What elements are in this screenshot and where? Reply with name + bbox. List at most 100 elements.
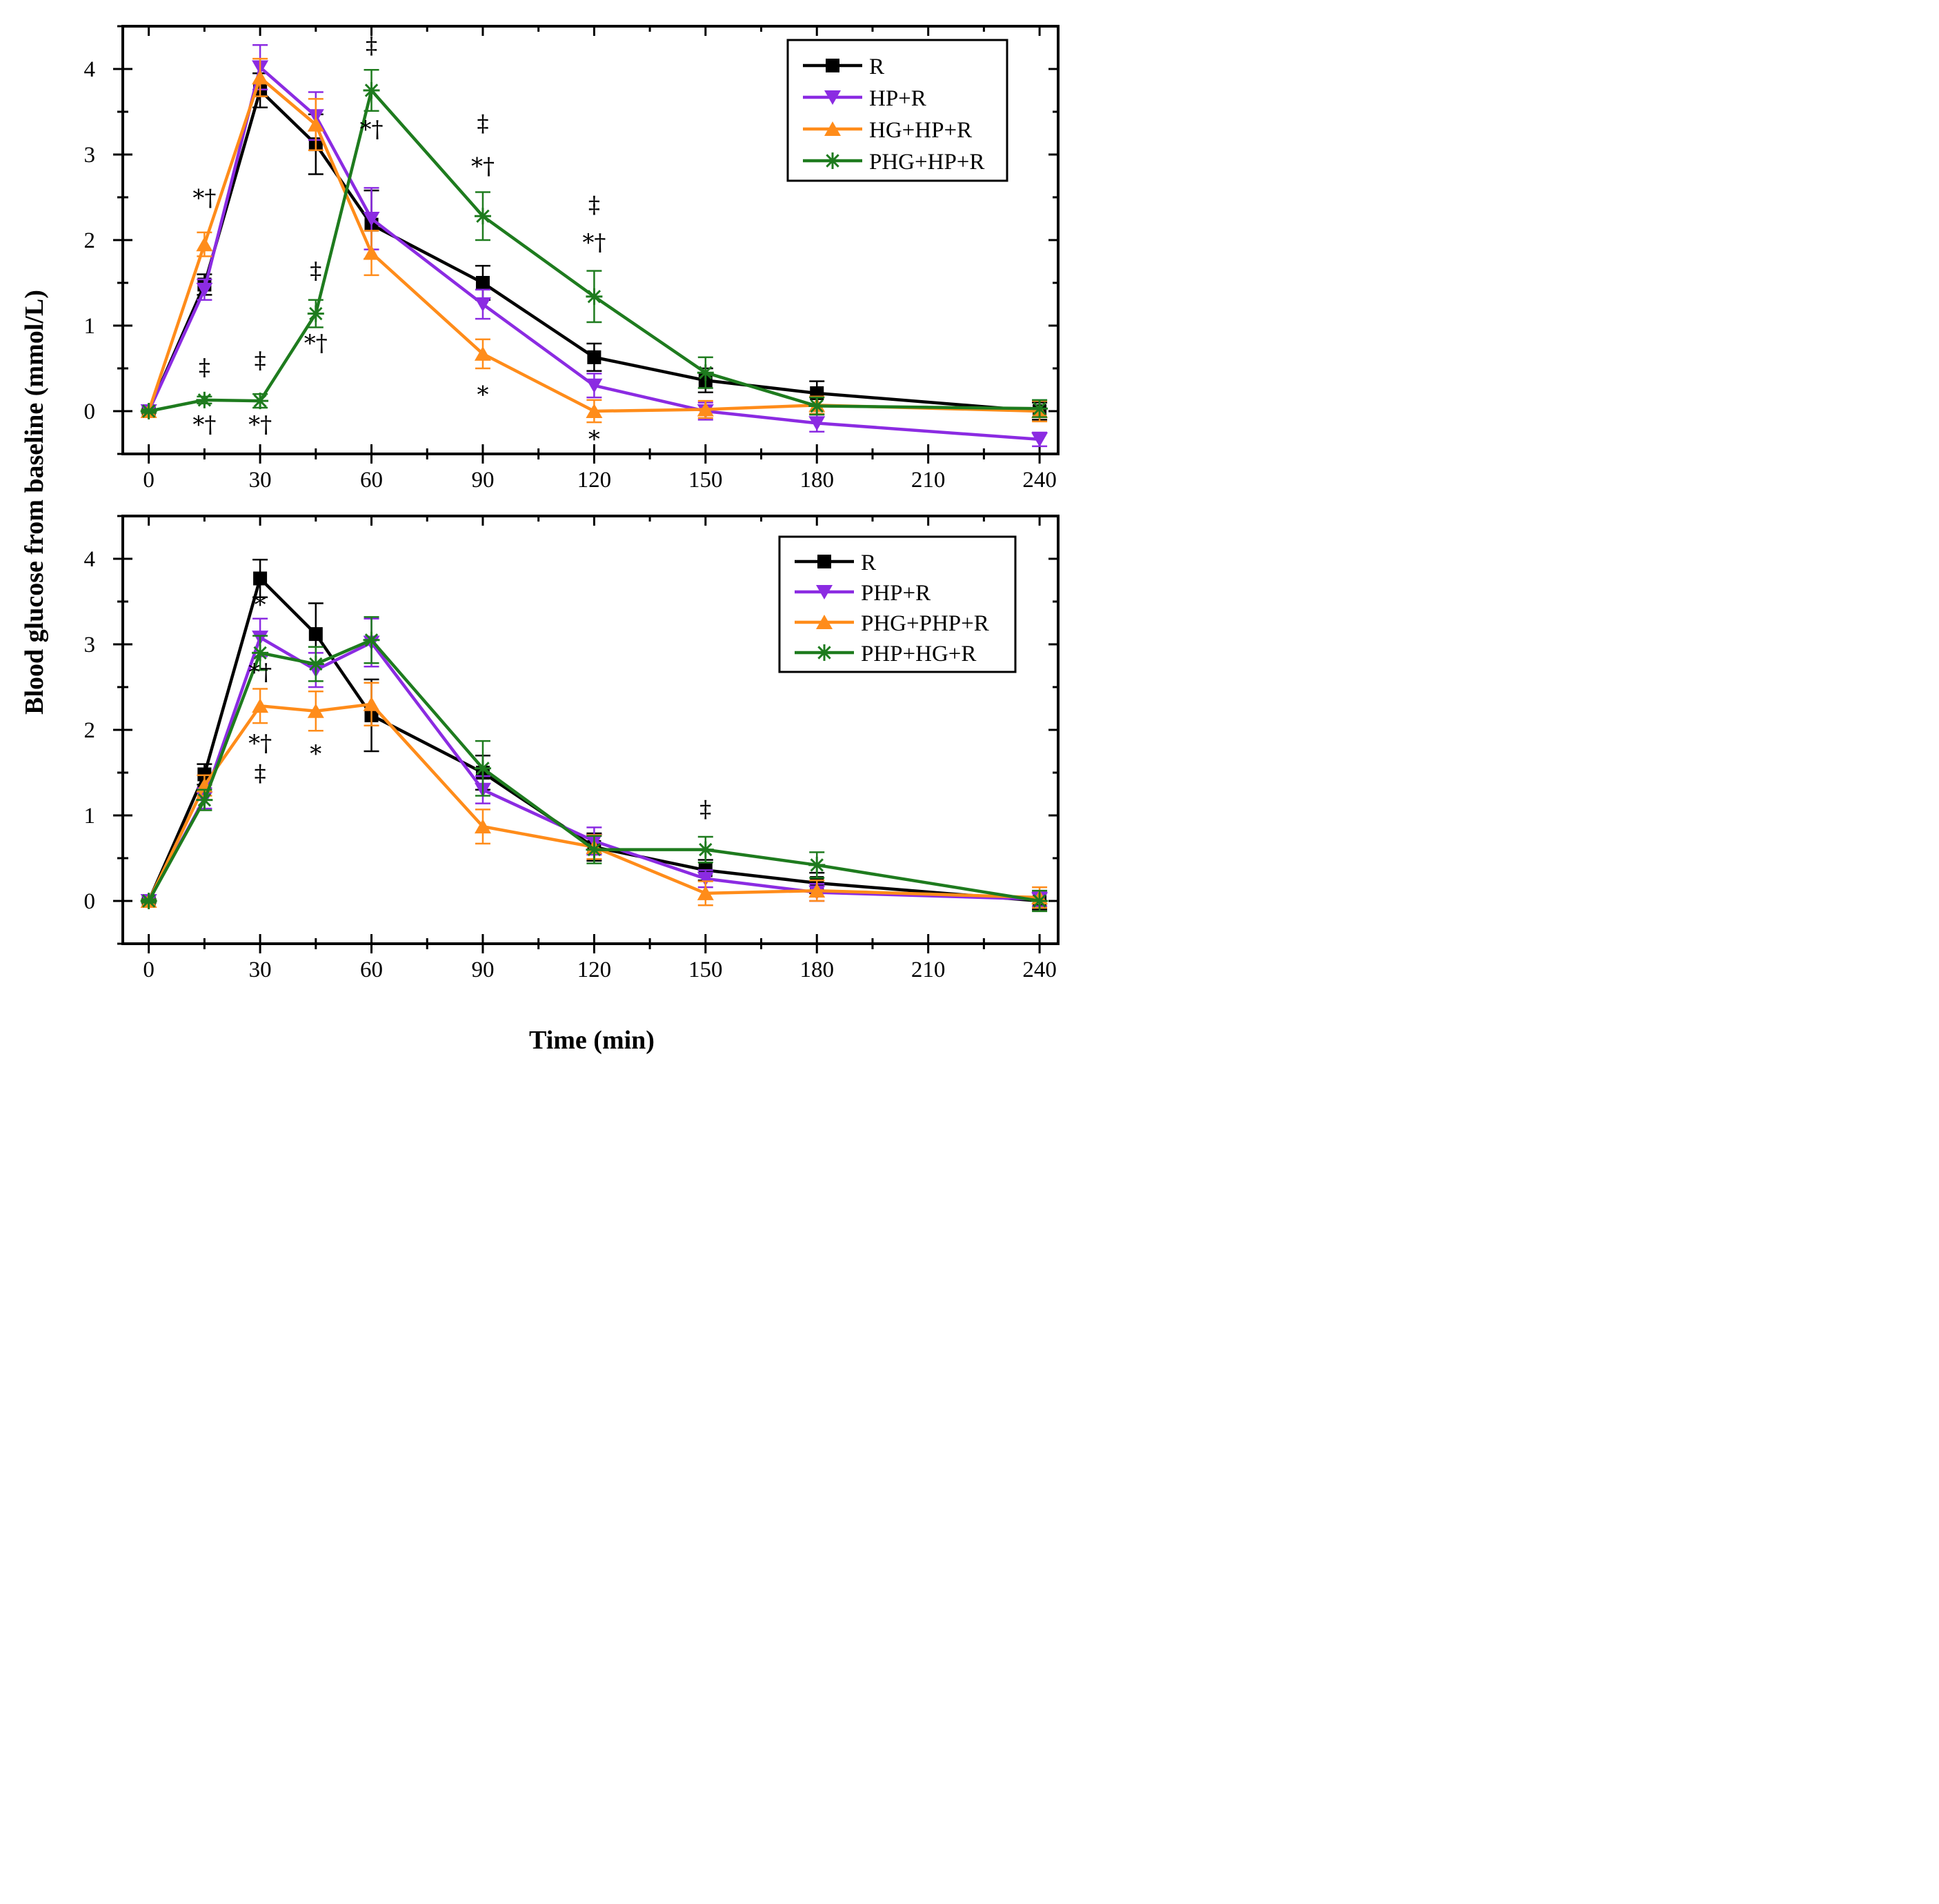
legend-label: HP+R <box>869 86 926 111</box>
series-line <box>147 635 1040 902</box>
data-point <box>474 819 491 834</box>
significance-mark: ‡ <box>255 760 266 787</box>
star-stroke <box>1033 401 1046 415</box>
data-point <box>586 404 603 418</box>
data-point <box>808 883 826 898</box>
data-point <box>586 841 603 858</box>
series-line <box>147 66 1040 442</box>
significance-mark: *† <box>248 730 272 757</box>
data-point <box>808 397 826 415</box>
significance-mark: *† <box>304 330 328 357</box>
series-line <box>147 88 1040 413</box>
x-axis-title: Time (min) <box>529 1026 655 1055</box>
data-point <box>586 378 603 393</box>
data-point <box>252 644 269 662</box>
data-point <box>307 655 324 673</box>
data-point <box>1031 893 1048 909</box>
y-tick-label: 4 <box>84 57 96 82</box>
legend-marker <box>824 152 841 169</box>
legend-marker <box>816 615 833 629</box>
data-point <box>363 212 380 226</box>
star-stroke <box>364 633 379 647</box>
data-point <box>808 416 826 431</box>
legend-label: PHG+HP+R <box>869 150 984 175</box>
data-point <box>252 393 269 410</box>
bottom-panel: 0 30 60 90 120 150 180 210 240 0 1 2 3 4 * *† *† ‡ * ‡ R PHP+… <box>84 515 1060 982</box>
data-point <box>697 841 714 858</box>
star-stroke <box>699 842 713 857</box>
star-stroke <box>141 404 156 418</box>
significance-mark: * <box>588 426 600 453</box>
significance-mark: *† <box>192 411 216 439</box>
legend-marker <box>824 121 841 136</box>
x-tick-label: 30 <box>249 958 272 982</box>
x-tick-label: 0 <box>143 468 155 493</box>
data-point <box>697 885 714 900</box>
y-tick-label: 0 <box>84 889 96 914</box>
significance-mark: *† <box>471 153 495 181</box>
x-tick-label: 90 <box>471 468 494 493</box>
significance-mark: *† <box>192 184 216 212</box>
x-tick-label: 60 <box>360 958 383 982</box>
significance-mark: *† <box>360 116 384 143</box>
data-point <box>1031 400 1048 417</box>
legend-box <box>786 39 1008 182</box>
star-stroke <box>364 83 379 97</box>
significance-mark: ‡ <box>699 795 711 823</box>
star-stroke <box>810 858 824 872</box>
data-point <box>1031 432 1048 447</box>
star-stroke <box>817 646 831 660</box>
star-stroke <box>476 762 490 775</box>
data-point <box>474 297 491 312</box>
data-point <box>307 117 324 132</box>
significance-mark: ‡ <box>310 257 321 285</box>
series-line <box>147 76 1040 413</box>
y-tick-label: 0 <box>84 399 96 424</box>
legend-label: PHP+R <box>861 581 931 606</box>
star-stroke <box>476 209 490 223</box>
star-stroke <box>253 394 267 408</box>
star-stroke <box>587 290 601 304</box>
significance-mark: ‡ <box>199 354 210 381</box>
legend-marker <box>816 585 833 599</box>
star-stroke <box>699 366 713 379</box>
x-tick-label: 240 <box>1022 468 1057 493</box>
significance-mark: *† <box>248 659 272 686</box>
star-stroke <box>810 399 824 413</box>
significance-mark: ‡ <box>366 32 377 60</box>
data-point <box>586 288 603 305</box>
blood-glucose-figure: Blood glucose from baseline (mmol/L) Tim… <box>20 25 1060 1055</box>
data-point <box>474 760 491 777</box>
significance-mark: * <box>477 381 488 409</box>
series-line <box>147 702 1040 902</box>
data-point <box>307 703 324 718</box>
significance-mark: * <box>310 740 321 768</box>
x-tick-label: 60 <box>360 468 383 493</box>
data-point <box>253 571 268 586</box>
x-tick-label: 30 <box>249 468 272 493</box>
significance-mark: ‡ <box>588 191 600 219</box>
legend-marker <box>816 644 833 661</box>
data-point <box>475 276 490 290</box>
data-point <box>697 364 714 381</box>
data-point <box>307 305 324 322</box>
data-point <box>140 403 157 419</box>
data-point <box>252 698 269 713</box>
x-tick-label: 180 <box>799 958 834 982</box>
data-point <box>196 282 213 297</box>
data-point <box>808 856 826 873</box>
star-stroke <box>587 842 601 857</box>
data-point <box>363 696 380 711</box>
legend-marker <box>826 59 839 72</box>
data-point <box>140 893 157 909</box>
star-stroke <box>309 657 323 671</box>
star-stroke <box>253 646 267 660</box>
data-point <box>252 70 269 85</box>
legend: R HP+R HG+HP+R PHG+HP+R <box>786 39 1008 182</box>
star-stroke <box>826 154 839 168</box>
legend-label: R <box>861 551 876 575</box>
series-PHG+HP+R <box>140 68 1048 419</box>
series-line <box>147 577 1040 903</box>
data-point <box>474 346 491 361</box>
legend: R PHP+R PHG+PHP+R PHP+HG+R <box>778 535 1017 673</box>
